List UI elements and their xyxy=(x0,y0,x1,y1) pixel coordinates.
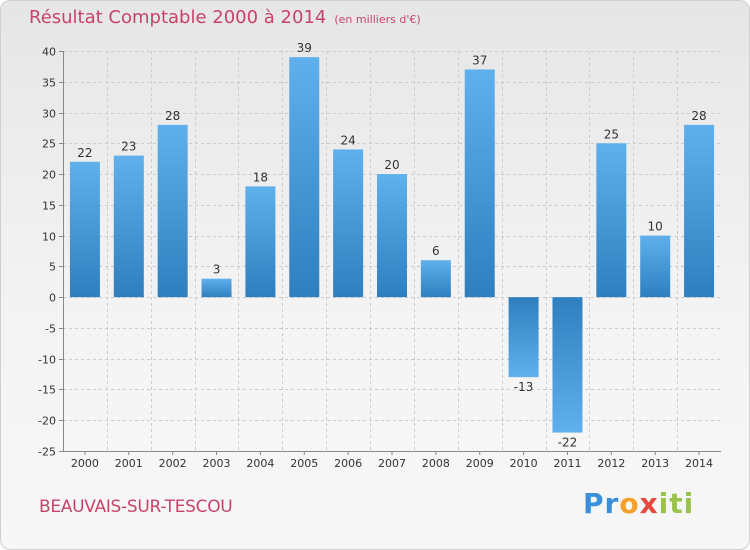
chart-subtitle: (en milliers d'€) xyxy=(334,13,421,26)
x-tick-label: 2014 xyxy=(685,457,713,470)
y-tick-label: -10 xyxy=(38,354,56,367)
brand-logo-letter: i xyxy=(658,487,670,520)
brand-logo[interactable]: Proxiti xyxy=(583,487,694,520)
bar-2012 xyxy=(596,143,627,298)
bar-2008 xyxy=(420,260,451,298)
x-tick-label: 2007 xyxy=(378,457,406,470)
bar-2007 xyxy=(377,174,407,298)
chart-title-text: Résultat Comptable 2000 à 2014 xyxy=(29,7,327,28)
brand-logo-letter: o xyxy=(619,487,640,520)
y-tick-label: 25 xyxy=(42,138,56,151)
x-tick-label: 2000 xyxy=(71,457,99,470)
bar-2004 xyxy=(245,186,276,298)
y-tick-label: -25 xyxy=(38,446,56,459)
x-tick-label: 2010 xyxy=(510,457,538,470)
label-layer: 22 23 28 3 18 39 24 20 6 37 -13 -22 25 10 28 xyxy=(77,41,706,449)
x-tick-label: 2002 xyxy=(159,457,187,470)
y-tick-label: 20 xyxy=(42,169,56,182)
y-tick-label: 40 xyxy=(42,46,56,59)
y-tick-label: -5 xyxy=(45,323,56,336)
axis-layer: 40 35 30 25 20 15 10 5 0 -5 -10 -15 -20 -25 2000 2001 20… xyxy=(38,46,721,470)
x-tick-label: 2008 xyxy=(422,457,450,470)
data-label-2003: 3 xyxy=(213,263,221,277)
y-tick-label: 10 xyxy=(42,231,56,244)
bar-2009 xyxy=(464,69,495,298)
y-tick-label: -20 xyxy=(38,415,56,428)
y-tick-label: 35 xyxy=(42,77,56,90)
data-label-2012: 25 xyxy=(604,127,619,141)
data-label-2002: 28 xyxy=(165,109,180,123)
x-tick-label: 2004 xyxy=(246,457,274,470)
brand-logo-letter: t xyxy=(669,487,684,520)
brand-logo-letter: x xyxy=(639,487,659,520)
data-label-2011: -22 xyxy=(558,436,578,450)
data-label-2009: 37 xyxy=(472,53,487,67)
data-label-2010: -13 xyxy=(514,380,534,394)
x-tick-label: 2003 xyxy=(203,457,231,470)
bar-2002 xyxy=(157,124,188,298)
bar-2000 xyxy=(69,161,100,298)
bar-2011 xyxy=(552,297,583,433)
x-tick-label: 2005 xyxy=(290,457,318,470)
x-tick-label: 2001 xyxy=(115,457,143,470)
brand-logo-letter: r xyxy=(604,487,620,520)
data-label-2001: 23 xyxy=(121,140,136,154)
y-tick-label: 30 xyxy=(42,108,56,121)
brand-logo-letter: i xyxy=(683,487,695,520)
brand-logo-letter: P xyxy=(583,487,605,520)
data-label-2008: 6 xyxy=(432,244,440,258)
data-label-2006: 24 xyxy=(340,133,355,147)
x-tick-label: 2013 xyxy=(641,457,669,470)
data-label-2007: 20 xyxy=(384,158,399,172)
bar-2005 xyxy=(289,57,320,298)
bar-2010 xyxy=(508,297,539,378)
x-tick-label: 2012 xyxy=(597,457,625,470)
x-tick-label: 2006 xyxy=(334,457,362,470)
data-label-2013: 10 xyxy=(648,220,663,234)
bar-2003 xyxy=(201,278,232,298)
bar-2013 xyxy=(640,235,671,298)
data-label-2005: 39 xyxy=(297,41,312,55)
data-label-2014: 28 xyxy=(691,109,706,123)
x-tick-label: 2009 xyxy=(466,457,494,470)
x-tick-label: 2011 xyxy=(553,457,581,470)
y-tick-label: 0 xyxy=(49,292,56,305)
y-tick-label: 5 xyxy=(49,261,56,274)
bar-2006 xyxy=(333,149,364,298)
chart-title: Résultat Comptable 2000 à 2014 (en millie… xyxy=(29,7,421,28)
bar-2014 xyxy=(684,124,715,298)
y-tick-label: -15 xyxy=(38,384,56,397)
data-label-2004: 18 xyxy=(253,170,268,184)
bar-2001 xyxy=(113,155,144,298)
y-tick-label: 15 xyxy=(42,200,56,213)
data-label-2000: 22 xyxy=(77,146,92,160)
commune-name: BEAUVAIS-SUR-TESCOU xyxy=(39,497,233,517)
bar-layer xyxy=(69,57,715,433)
